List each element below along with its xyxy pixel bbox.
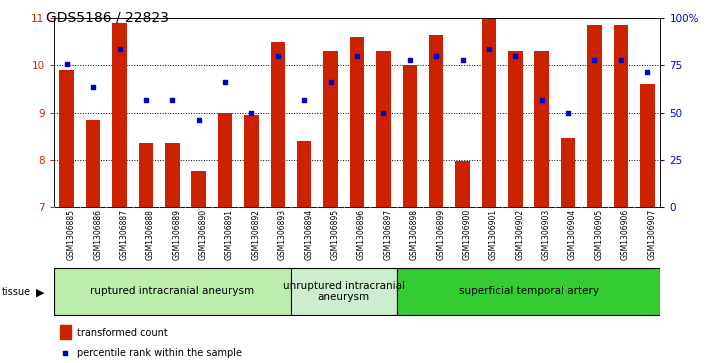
Text: GSM1306889: GSM1306889 [172, 209, 181, 260]
Bar [560, 139, 575, 207]
Text: GSM1306890: GSM1306890 [198, 209, 208, 260]
Text: superficial temporal artery: superficial temporal artery [458, 286, 598, 296]
Text: GSM1306900: GSM1306900 [463, 209, 471, 260]
Point [483, 46, 495, 52]
Bar [482, 18, 496, 207]
Text: GSM1306896: GSM1306896 [357, 209, 366, 260]
Text: GDS5186 / 22823: GDS5186 / 22823 [46, 11, 169, 25]
Text: GSM1306886: GSM1306886 [93, 209, 102, 260]
Point [642, 70, 653, 76]
Bar [376, 51, 391, 207]
Bar [218, 113, 232, 207]
Bar [350, 37, 364, 207]
Bar [508, 51, 523, 207]
Bar [112, 23, 127, 207]
Text: GSM1306905: GSM1306905 [595, 209, 603, 260]
Bar [396, 268, 660, 315]
Point [431, 53, 442, 59]
Point [404, 57, 416, 62]
Bar [587, 25, 602, 207]
Text: GSM1306897: GSM1306897 [383, 209, 393, 260]
Text: GSM1306898: GSM1306898 [410, 209, 419, 260]
Text: tissue: tissue [1, 287, 31, 297]
Bar [640, 84, 655, 207]
Point [166, 97, 178, 103]
Text: GSM1306899: GSM1306899 [436, 209, 445, 260]
Bar [291, 268, 396, 315]
Text: unruptured intracranial
aneurysm: unruptured intracranial aneurysm [283, 281, 405, 302]
Point [193, 117, 204, 123]
Point [589, 57, 600, 62]
Text: GSM1306892: GSM1306892 [251, 209, 261, 260]
Text: percentile rank within the sample: percentile rank within the sample [76, 348, 241, 358]
Point [87, 83, 99, 89]
Bar [456, 161, 470, 207]
Text: ▶: ▶ [36, 287, 44, 297]
Point [615, 57, 627, 62]
Bar [191, 171, 206, 207]
Text: ruptured intracranial aneurysm: ruptured intracranial aneurysm [90, 286, 254, 296]
Bar [429, 35, 443, 207]
Bar [60, 325, 71, 339]
Text: GSM1306902: GSM1306902 [516, 209, 524, 260]
Text: GSM1306906: GSM1306906 [621, 209, 630, 260]
Bar [535, 51, 549, 207]
Point [298, 97, 310, 103]
Point [536, 97, 548, 103]
Point [325, 79, 336, 85]
Point [61, 61, 72, 67]
Bar [139, 143, 154, 207]
Text: GSM1306887: GSM1306887 [119, 209, 129, 260]
Text: GSM1306891: GSM1306891 [225, 209, 234, 260]
Point [457, 57, 468, 62]
Point [351, 53, 363, 59]
Bar [165, 143, 179, 207]
Bar [54, 268, 291, 315]
Text: GSM1306894: GSM1306894 [304, 209, 313, 260]
Point [140, 97, 151, 103]
Bar [403, 65, 417, 207]
Text: GSM1306895: GSM1306895 [331, 209, 340, 260]
Text: GSM1306903: GSM1306903 [542, 209, 550, 260]
Text: GSM1306885: GSM1306885 [66, 209, 76, 260]
Point [510, 53, 521, 59]
Point [378, 110, 389, 115]
Text: GSM1306893: GSM1306893 [278, 209, 287, 260]
Bar [271, 42, 285, 207]
Point [272, 53, 283, 59]
Point [456, 251, 468, 257]
Bar [297, 141, 311, 207]
Bar [613, 25, 628, 207]
Bar [59, 70, 74, 207]
Text: GSM1306904: GSM1306904 [568, 209, 577, 260]
Text: GSM1306888: GSM1306888 [146, 209, 155, 260]
Point [219, 79, 231, 85]
Text: GSM1306901: GSM1306901 [489, 209, 498, 260]
Text: GSM1306907: GSM1306907 [648, 209, 656, 260]
Bar [323, 51, 338, 207]
Point [246, 110, 257, 115]
Text: transformed count: transformed count [76, 327, 167, 338]
Point [563, 110, 574, 115]
Bar [244, 115, 258, 207]
Bar [86, 120, 101, 207]
Point [114, 46, 125, 52]
